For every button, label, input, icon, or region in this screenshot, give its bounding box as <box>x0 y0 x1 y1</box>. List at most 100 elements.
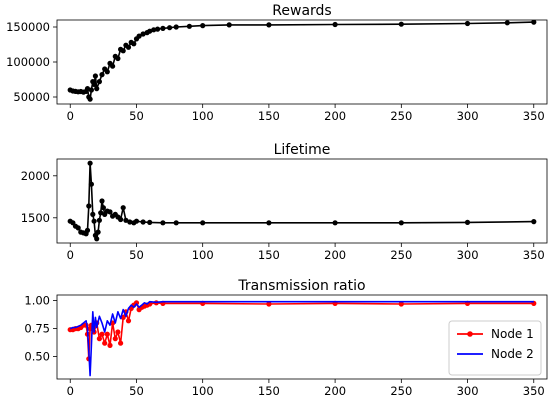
series-0-point <box>104 69 110 75</box>
node-1-point <box>102 340 108 346</box>
series-0-point <box>160 220 166 226</box>
node-2-line <box>69 300 534 377</box>
node-1-point <box>266 301 272 307</box>
x-tick-label: 300 <box>457 384 479 398</box>
plot-frame <box>56 19 548 105</box>
series-0-point <box>504 20 510 26</box>
x-tick-label: 150 <box>258 384 280 398</box>
series-0-point <box>115 55 121 62</box>
rewards-panel: Rewards 0 50 100 150 200 250 300 350 50000 100000 1… <box>6 3 548 123</box>
series-0-point <box>110 63 116 69</box>
y-tick-label: 0.50 <box>24 350 50 364</box>
y-tick-label: 0.75 <box>24 322 50 336</box>
x-tick-label: 150 <box>258 109 280 123</box>
series-0-point <box>136 33 142 39</box>
series-0-point <box>151 27 157 33</box>
series-0-line <box>69 162 534 240</box>
node-1-point <box>398 301 404 307</box>
series-0-point <box>98 210 104 216</box>
series-0-point <box>531 219 537 225</box>
series-0-point <box>94 86 100 92</box>
x-tick-label: 50 <box>129 109 144 123</box>
series-0-point <box>226 22 232 28</box>
x-tick-label: 100 <box>192 248 214 262</box>
x-tick-label: 100 <box>192 384 214 398</box>
y-tick-label: 2000 <box>21 169 50 183</box>
x-tick-label: 0 <box>67 248 74 262</box>
series-0-point <box>131 41 137 47</box>
series-0-point <box>167 25 173 31</box>
series-0-point <box>140 219 146 225</box>
series-0-point <box>186 23 192 29</box>
node-1-point <box>118 340 124 346</box>
transmission-ratio-panel: Transmission ratio 0 50 100 150 200 250 300 350 0… <box>24 278 548 398</box>
x-tick-label: 300 <box>457 109 479 123</box>
series-0-point <box>96 79 102 85</box>
x-tick-label: 350 <box>523 109 545 123</box>
series-0-point <box>107 209 113 215</box>
series-0-point <box>173 24 179 30</box>
x-tick-label: 250 <box>390 384 412 398</box>
node-1-point <box>133 300 140 306</box>
node-1-point <box>96 336 102 342</box>
legend: Node 1 Node 2 <box>448 320 542 376</box>
series-0-point <box>91 218 97 224</box>
x-tick-label: 200 <box>324 384 346 398</box>
series-0-point <box>332 220 338 226</box>
plot-area <box>67 160 537 242</box>
series-0-point <box>140 31 146 37</box>
series-0-point <box>200 220 206 226</box>
x-tick-label: 50 <box>129 384 144 398</box>
series-0-point <box>84 86 91 92</box>
x-tick-label: 350 <box>523 248 545 262</box>
x-tick-label: 250 <box>390 248 412 262</box>
series-0-point <box>99 72 105 78</box>
x-tick-label: 0 <box>67 384 74 398</box>
series-0-point <box>120 205 126 211</box>
series-0-point <box>332 21 338 28</box>
x-tick-label: 250 <box>390 109 412 123</box>
x-tick-label: 300 <box>457 248 479 262</box>
x-tick-label: 0 <box>67 109 74 123</box>
series-0-point <box>91 81 97 87</box>
y-tick-label: 1.00 <box>24 294 50 308</box>
series-0-point <box>88 87 94 93</box>
series-0-point <box>464 20 471 27</box>
series-0-point <box>398 21 404 27</box>
series-0-point <box>87 96 93 102</box>
series-0-point <box>133 218 140 224</box>
plot-area <box>67 300 537 377</box>
node-1-point <box>107 342 113 348</box>
series-0-point <box>96 217 102 223</box>
series-0-point <box>120 48 126 54</box>
node-1-point <box>104 331 110 337</box>
series-0-point <box>99 198 105 204</box>
series-0-point <box>266 22 272 28</box>
series-0-point <box>92 73 98 79</box>
y-tick-label: 150000 <box>6 20 50 34</box>
series-0-point <box>95 229 101 235</box>
plot-frame <box>56 158 548 244</box>
series-0-point <box>160 25 166 31</box>
series-0-point <box>94 236 100 242</box>
series-0-point <box>127 219 133 225</box>
series-0-point <box>155 26 161 32</box>
series-0-point <box>86 203 92 209</box>
legend-marker-node-1 <box>467 331 473 337</box>
series-0-point <box>398 220 404 226</box>
series-0-point <box>147 219 153 225</box>
y-tick-label: 100000 <box>6 55 50 69</box>
legend-label-node-2: Node 2 <box>491 347 534 361</box>
series-0-point <box>125 44 132 50</box>
series-0-point <box>123 217 129 223</box>
x-tick-label: 200 <box>324 109 346 123</box>
series-0-point <box>75 225 81 231</box>
series-0-point <box>173 220 179 226</box>
series-0-point <box>200 23 206 29</box>
series-0-point <box>90 211 96 217</box>
x-tick-label: 50 <box>129 248 144 262</box>
x-tick-label: 100 <box>192 109 214 123</box>
series-0-point <box>84 227 91 233</box>
x-tick-label: 150 <box>258 248 280 262</box>
plot-frame <box>56 294 548 380</box>
